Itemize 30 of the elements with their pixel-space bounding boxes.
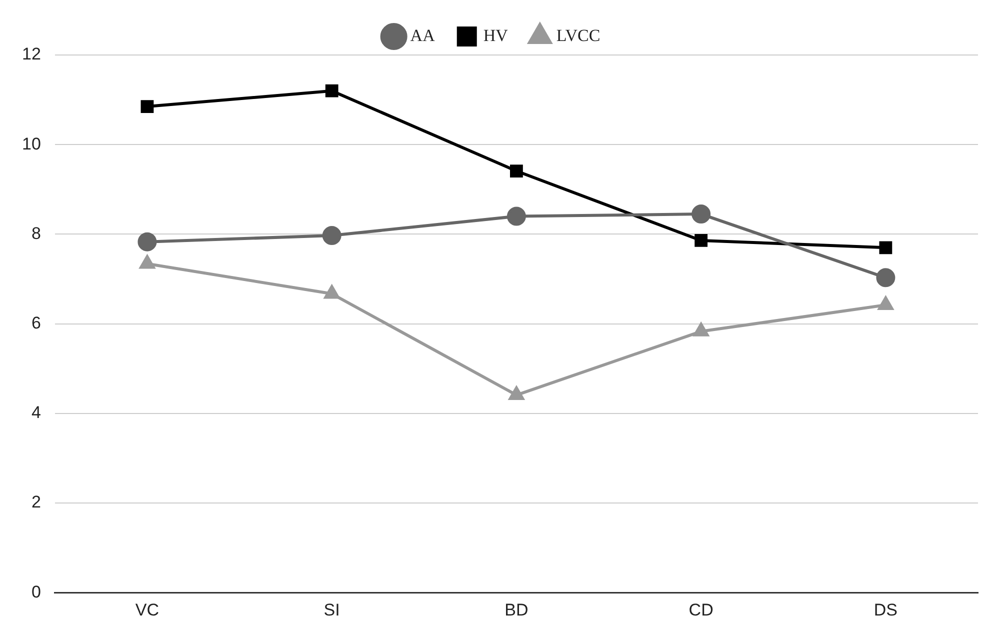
point bbox=[694, 322, 709, 336]
x-tick-label: SI bbox=[324, 600, 340, 620]
point bbox=[508, 386, 524, 400]
x-tick-label: CD bbox=[688, 600, 714, 620]
legend-label: LVCC bbox=[556, 26, 600, 45]
point bbox=[692, 204, 711, 224]
point bbox=[322, 226, 342, 246]
point bbox=[876, 268, 896, 288]
legend-label: AA bbox=[410, 26, 436, 45]
y-tick-label: 0 bbox=[31, 582, 41, 602]
x-tick-label: VC bbox=[135, 600, 160, 620]
x-tick-label: BD bbox=[504, 600, 528, 620]
point bbox=[878, 296, 894, 310]
x-tick-label: DS bbox=[874, 600, 898, 620]
point bbox=[506, 206, 526, 226]
y-tick-label: 4 bbox=[31, 403, 41, 422]
y-tick-label: 6 bbox=[31, 313, 41, 332]
point bbox=[140, 100, 154, 113]
legend-label: HV bbox=[483, 26, 509, 45]
y-tick-label: 10 bbox=[22, 134, 41, 154]
point bbox=[138, 232, 157, 252]
y-tick-label: 8 bbox=[31, 224, 41, 243]
point bbox=[140, 255, 155, 269]
point bbox=[324, 285, 340, 299]
point bbox=[694, 234, 708, 247]
y-tick-label: 2 bbox=[31, 492, 41, 512]
point bbox=[510, 164, 523, 178]
y-tick-label: 12 bbox=[22, 44, 41, 64]
point bbox=[325, 84, 338, 98]
point bbox=[879, 241, 892, 254]
